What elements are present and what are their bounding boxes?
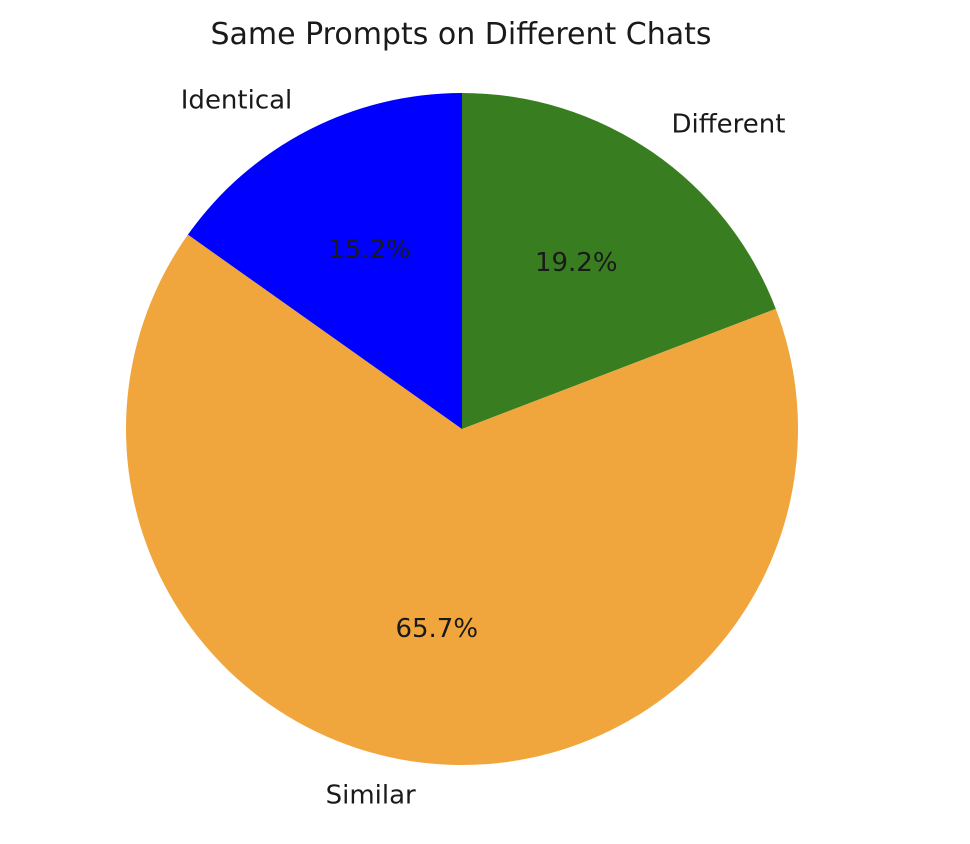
pie-labels: 19.2% Different 65.7% Similar 15.2% Identical xyxy=(181,86,786,811)
slice-label-identical: Identical xyxy=(181,86,293,116)
pie-slice-different xyxy=(462,93,776,429)
slice-label-similar: Similar xyxy=(326,781,416,811)
pct-label-similar: 65.7% xyxy=(395,614,478,644)
pct-label-different: 19.2% xyxy=(535,248,618,278)
chart-title: Same Prompts on Different Chats xyxy=(210,17,711,52)
pie-slice-similar xyxy=(125,234,799,766)
pct-label-identical: 15.2% xyxy=(328,235,411,265)
pie-slices xyxy=(125,93,799,766)
slice-label-different: Different xyxy=(671,109,785,139)
pie-slice-identical xyxy=(187,93,462,429)
